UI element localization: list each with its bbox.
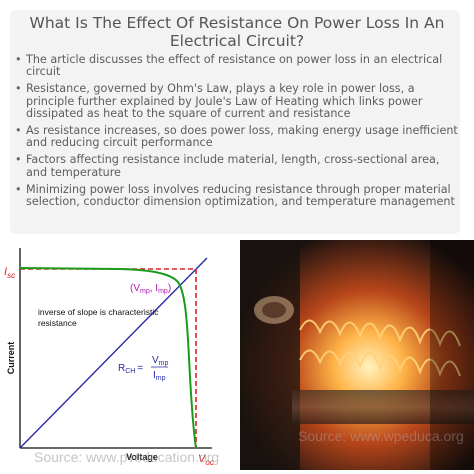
svg-text:RCH=: RCH = [118, 363, 143, 375]
bullet-item: Factors affecting resistance include mat… [14, 154, 460, 179]
resistance-line [19, 257, 208, 449]
iv-curve-diagram: Isc (Vmp, Imp) inverse of slope is chara… [4, 248, 214, 467]
voc-label: Voc [198, 453, 214, 467]
y-axis-label: Current [6, 342, 16, 375]
x-axis-label: Voltage [126, 452, 158, 462]
heating-filament-image [240, 240, 474, 470]
bullet-item: As resistance increases, so does power l… [14, 124, 460, 149]
isc-label: Isc [4, 266, 15, 280]
bullet-item: Resistance, governed by Ohm's Law, plays… [14, 83, 460, 120]
photo-source-watermark: Source: www.wpeduca.org [298, 428, 464, 444]
chart-source-watermark: Source: www.pveducation.org [34, 449, 220, 465]
bullet-item: Minimizing power loss involves reducing … [14, 183, 460, 208]
svg-text:Imp: Imp [153, 370, 166, 382]
filament-illustration [240, 240, 474, 470]
title-line-1: What Is The Effect Of Resistance On Powe… [29, 14, 445, 32]
title-line-2: Electrical Circuit? [169, 32, 305, 50]
slope-note-line-2: resistance [38, 318, 77, 328]
page-title: What Is The Effect Of Resistance On Powe… [0, 14, 474, 50]
resistance-formula: RCH = Vmp Imp [118, 355, 169, 382]
bullet-list: The article discusses the effect of resi… [14, 53, 460, 213]
iv-curve [19, 267, 197, 449]
slope-note-line-1: inverse of slope is characteristic [38, 307, 159, 317]
svg-text:Vmp: Vmp [152, 355, 169, 367]
bullet-item: The article discusses the effect of resi… [14, 53, 460, 78]
mpp-label: (Vmp, Imp) [130, 283, 171, 295]
